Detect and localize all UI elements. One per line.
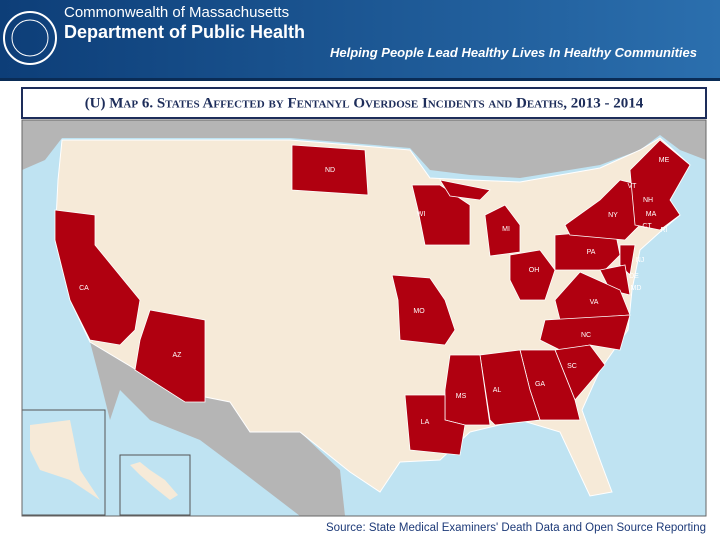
state-label: CT — [642, 223, 652, 230]
state-label: OH — [529, 267, 540, 274]
state-label: MA — [646, 211, 657, 218]
org-line2: Department of Public Health — [64, 22, 305, 42]
state-label: MD — [631, 285, 642, 292]
state-va — [554, 271, 631, 321]
state-nd — [291, 144, 369, 196]
mexico — [90, 342, 345, 516]
state-wi — [411, 184, 471, 246]
state-la — [404, 394, 466, 456]
affected-states — [54, 139, 691, 456]
state-labels: ME ND VT NH WI MI NY MA CT RI PA NJ CA OH DE MD MO VA NC AZ… — [79, 157, 669, 426]
state-label: SC — [567, 363, 577, 370]
seal-inner — [11, 19, 49, 57]
state-label: PA — [587, 249, 596, 256]
state-label: LA — [421, 419, 430, 426]
state-oh — [509, 249, 556, 301]
state-mo — [391, 274, 456, 346]
map-frame — [21, 119, 707, 517]
state-label: CA — [79, 285, 89, 292]
header-banner — [0, 0, 720, 80]
alaska — [30, 420, 100, 500]
state-mi — [484, 204, 521, 257]
state-label: AZ — [173, 352, 183, 359]
hawaii — [130, 462, 178, 500]
map-title: (U) Map 6. States Affected by Fentanyl O… — [85, 95, 644, 111]
state-label: NJ — [636, 257, 645, 264]
state-al — [479, 349, 541, 426]
org-line1: Commonwealth of Massachusetts — [64, 4, 289, 21]
state-mi-upper — [439, 179, 491, 201]
state-label: VA — [590, 299, 599, 306]
state-ca — [54, 209, 141, 346]
canada — [22, 120, 706, 178]
state-label: VT — [628, 183, 638, 190]
state-label: GA — [535, 381, 545, 388]
state-label: RI — [661, 227, 668, 234]
title-box — [21, 87, 707, 119]
state-label: DE — [629, 273, 639, 280]
state-label: NY — [608, 212, 618, 219]
state-label: WI — [417, 211, 426, 218]
state-label: ND — [325, 167, 335, 174]
state-md-de — [599, 264, 631, 296]
state-az — [134, 309, 206, 403]
source-note: Source: State Medical Examiners' Death D… — [326, 522, 706, 534]
state-label: ME — [659, 157, 670, 164]
state-new-england — [629, 139, 691, 231]
state-label: NC — [581, 332, 591, 339]
state-label: MO — [413, 308, 425, 315]
state-label: MI — [502, 226, 510, 233]
state-label: NH — [643, 197, 653, 204]
header-rule — [0, 78, 720, 81]
tagline: Helping People Lead Healthy Lives In Hea… — [330, 45, 697, 60]
state-label: MS — [456, 393, 467, 400]
seal — [3, 11, 57, 65]
state-label: AL — [493, 387, 502, 394]
